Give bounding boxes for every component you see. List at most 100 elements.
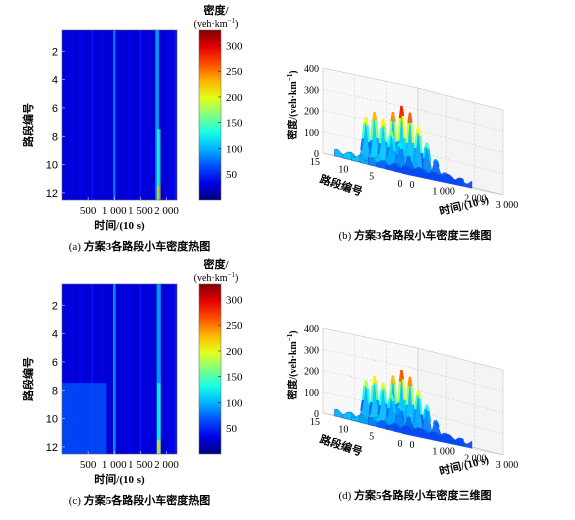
surface-highlight — [370, 385, 375, 403]
colorbar-tick-label: 300 — [226, 40, 243, 52]
plot-area — [62, 30, 177, 200]
colorbar-unit: (veh·km−1) — [194, 17, 239, 30]
colorbar-title: 密度/ — [203, 3, 229, 17]
surface-highlight — [435, 421, 440, 428]
time-tick-label: 2 000 — [464, 453, 487, 464]
surface-highlight — [427, 410, 432, 423]
x-tick-label: 500 — [80, 459, 97, 471]
road-axis-label: 路段编号 — [318, 172, 364, 199]
heatmap-band — [113, 30, 116, 200]
surface-highlight — [414, 395, 418, 410]
colorbar — [198, 283, 222, 455]
heatmap-streak — [68, 30, 71, 200]
caption-text: 方案5各路段小车密度热图 — [84, 493, 211, 507]
colorbar-tick-label: 250 — [226, 320, 243, 332]
grid-line — [322, 89, 504, 132]
z-tick-label: 300 — [304, 85, 319, 96]
surface-highlight — [368, 401, 373, 415]
z-axis-label-text: 密度/(veh·km — [286, 341, 299, 400]
surface-highlight — [366, 125, 371, 143]
plot-frame — [61, 29, 178, 201]
z-axis-label-exponent: −1 — [286, 73, 294, 81]
heatmap-cell — [156, 439, 161, 454]
surface-highlight — [387, 135, 392, 148]
heatmap-streak — [91, 30, 94, 200]
surface-highlight — [395, 407, 400, 416]
x-tick-label: 1 500 — [128, 205, 153, 217]
surface-highlight — [414, 132, 418, 149]
heatmap-panel-c: 2 4 6 8 10 12 500 1 000 1 500 2 000 时间/(10 s) 路段编号 3… — [21, 257, 243, 507]
surface-highlight — [385, 146, 390, 156]
surface-highlight — [370, 121, 375, 141]
heatmap-streak — [91, 284, 94, 454]
road-tick-label: 0 — [398, 439, 403, 450]
colorbar-tick-label: 300 — [226, 294, 243, 306]
colorbar-tick-label: 200 — [226, 346, 243, 358]
z-axis-label-close: ) — [288, 330, 299, 333]
surface-highlight — [398, 143, 403, 150]
caption-text: 方案3各路段小车密度三维图 — [354, 228, 492, 242]
colorbar-tick-label: 50 — [226, 423, 238, 435]
x-tick-label: 2 000 — [154, 459, 179, 471]
heatmap-cell — [156, 185, 161, 200]
colorbar-tick-label: 250 — [226, 66, 243, 78]
surface-highlight — [360, 399, 364, 411]
time-tick-label: 3 000 — [496, 200, 519, 211]
surface-highlight — [368, 139, 373, 154]
colorbar-tick-label: 150 — [226, 372, 243, 384]
surface-highlight — [398, 405, 403, 412]
surface-highlight — [400, 410, 405, 420]
surface-highlight — [378, 390, 383, 406]
surface-highlight — [400, 105, 405, 117]
x-tick-label: 500 — [80, 205, 97, 217]
surface-highlight — [427, 149, 432, 162]
heatmap-streak — [79, 284, 82, 454]
surface-highlight — [404, 404, 408, 418]
surface-highlight — [405, 386, 410, 405]
y-tick-label: 8 — [52, 385, 58, 397]
heatmap-band — [112, 284, 116, 454]
surface-highlight — [417, 126, 422, 137]
x-tick-label: 1 500 — [128, 459, 153, 471]
surface-highlight — [418, 136, 423, 154]
caption-text: 方案5各路段小车密度三维图 — [354, 488, 492, 502]
y-axis-label: 路段编号 — [21, 103, 35, 147]
z-tick-label: 400 — [304, 64, 319, 75]
surface-highlight — [387, 398, 392, 409]
z-tick-label: 100 — [304, 388, 319, 399]
y-tick-label: 6 — [52, 103, 58, 115]
heatmap-streak — [128, 30, 131, 200]
grid-line — [322, 349, 504, 392]
time-tick-label: 1 000 — [432, 187, 455, 198]
road-tick-label: 5 — [369, 172, 374, 183]
surface-highlight — [361, 123, 366, 139]
surface-highlight — [378, 127, 383, 144]
z-axis-label-text: 密度/(veh·km — [286, 81, 299, 140]
surface-highlight — [397, 381, 401, 403]
surface-highlight — [383, 389, 388, 404]
heatmap-streak — [101, 284, 104, 454]
heatmap-streak — [68, 284, 71, 454]
x-tick-label: 1 000 — [102, 459, 127, 471]
z-axis-label: 密度/(veh·km−1) — [286, 330, 299, 399]
road-tick-label: 10 — [338, 164, 348, 175]
surface-highlight — [385, 408, 390, 417]
surface-highlight — [400, 369, 405, 380]
surface-highlight — [381, 118, 386, 127]
surface-highlight — [366, 388, 371, 404]
heatmap-streak — [169, 30, 172, 200]
y-tick-label: 8 — [52, 131, 58, 143]
z-tick-label: 300 — [304, 345, 319, 356]
surface-highlight — [425, 404, 430, 412]
surface-highlight — [391, 375, 396, 386]
y-tick-label: 12 — [46, 442, 58, 454]
road-tick-label: 5 — [369, 432, 374, 443]
surface-highlight — [390, 130, 395, 139]
plot-frame — [61, 283, 178, 455]
surface-highlight — [395, 146, 400, 155]
y-tick-label: 12 — [46, 188, 58, 200]
surface-highlight — [412, 147, 417, 160]
heatmap-streak — [101, 30, 104, 200]
